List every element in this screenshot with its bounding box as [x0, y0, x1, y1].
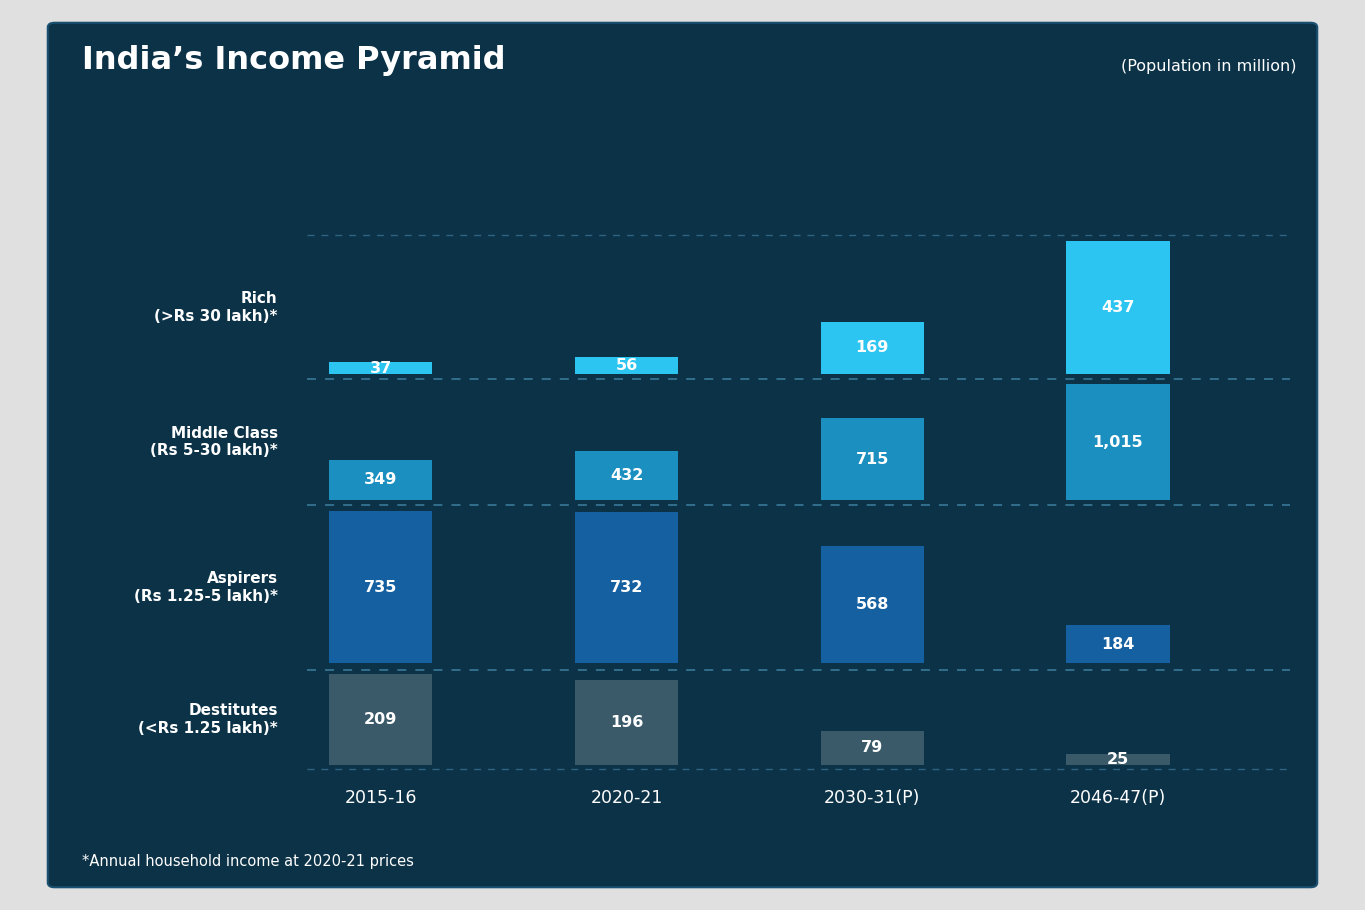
Text: 732: 732 [610, 581, 643, 595]
Text: 2015-16: 2015-16 [344, 789, 418, 807]
Bar [329, 511, 433, 663]
Text: 2030-31(P): 2030-31(P) [824, 789, 920, 807]
Text: 184: 184 [1102, 637, 1134, 652]
Bar [1066, 625, 1170, 663]
Text: 735: 735 [364, 580, 397, 595]
Text: Middle Class
(Rs 5-30 lakh)*: Middle Class (Rs 5-30 lakh)* [150, 426, 277, 459]
Text: 568: 568 [856, 597, 889, 612]
Bar [575, 680, 678, 764]
Text: 2020-21: 2020-21 [590, 789, 663, 807]
Text: 196: 196 [610, 714, 643, 730]
Text: (Population in million): (Population in million) [1121, 59, 1297, 74]
Bar [1066, 241, 1170, 374]
Text: Aspirers
(Rs 1.25-5 lakh)*: Aspirers (Rs 1.25-5 lakh)* [134, 571, 277, 603]
Text: India’s Income Pyramid: India’s Income Pyramid [82, 46, 505, 76]
Text: Destitutes
(<Rs 1.25 lakh)*: Destitutes (<Rs 1.25 lakh)* [138, 703, 277, 735]
Bar [820, 546, 924, 663]
Bar [820, 731, 924, 764]
Text: 1,015: 1,015 [1092, 435, 1144, 450]
Bar [1066, 384, 1170, 500]
Bar [329, 674, 433, 764]
Text: 2046-47(P): 2046-47(P) [1070, 789, 1166, 807]
Bar [1066, 754, 1170, 764]
Bar [329, 362, 433, 374]
Text: 169: 169 [856, 340, 889, 356]
Bar [575, 512, 678, 663]
Bar [329, 460, 433, 500]
Text: 715: 715 [856, 451, 889, 467]
Bar [575, 450, 678, 500]
Bar [575, 357, 678, 374]
Text: 432: 432 [610, 468, 643, 482]
Text: 209: 209 [364, 712, 397, 727]
Text: *Annual household income at 2020-21 prices: *Annual household income at 2020-21 pric… [82, 854, 414, 869]
Text: 349: 349 [364, 472, 397, 488]
Text: 37: 37 [370, 360, 392, 376]
Text: 25: 25 [1107, 752, 1129, 767]
Bar [820, 322, 924, 374]
Text: 79: 79 [861, 740, 883, 755]
Bar [820, 419, 924, 500]
Text: Rich
(>Rs 30 lakh)*: Rich (>Rs 30 lakh)* [154, 291, 277, 324]
Text: 437: 437 [1102, 300, 1134, 315]
Text: 56: 56 [616, 358, 637, 372]
